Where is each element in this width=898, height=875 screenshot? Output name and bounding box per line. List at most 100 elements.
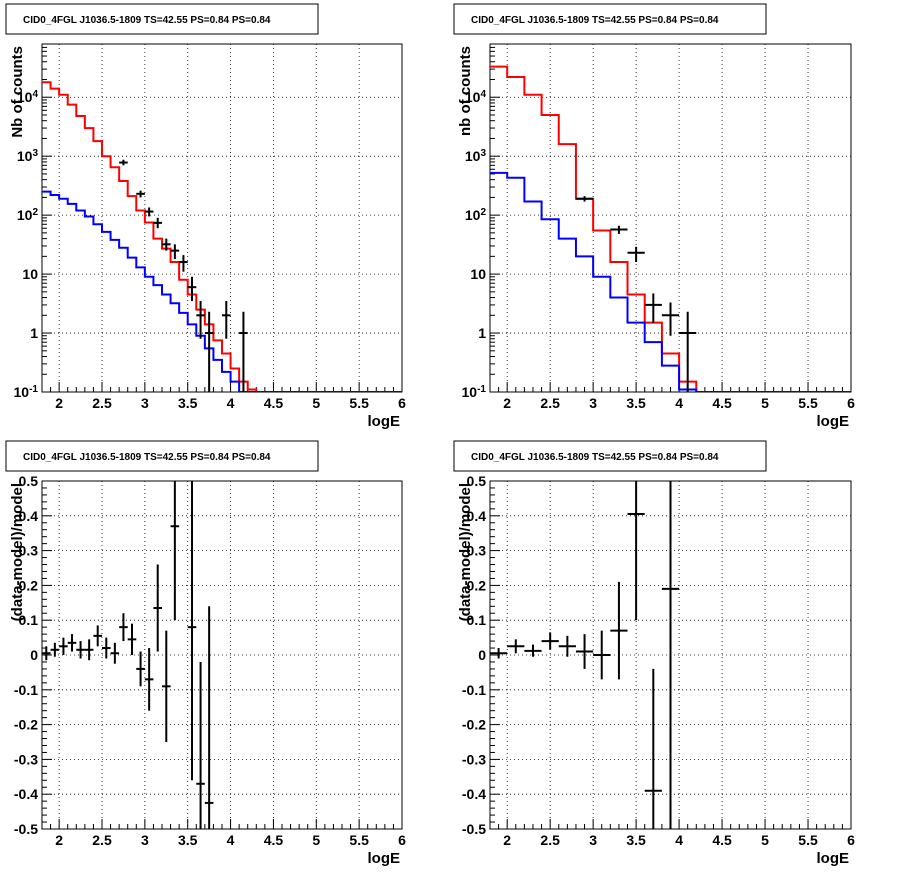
data-point xyxy=(661,302,680,336)
x-axis-label: logE xyxy=(368,850,401,867)
x-tick-label: 5.5 xyxy=(798,395,818,411)
x-tick-label: 5 xyxy=(761,832,769,848)
chart-title: CID0_4FGL J1036.5-1809 TS=42.55 PS=0.84 … xyxy=(23,452,271,463)
y-tick-label: 0.4 xyxy=(19,508,39,524)
x-tick-label: 3 xyxy=(141,832,149,848)
x-tick-label: 5.5 xyxy=(798,832,818,848)
y-tick-label: -0.2 xyxy=(14,717,38,733)
data-point xyxy=(102,637,111,659)
x-tick-label: 3 xyxy=(141,395,149,411)
axis-ticks xyxy=(489,480,852,830)
y-tick-label: 104 xyxy=(465,89,487,106)
chart-title-box xyxy=(453,440,767,472)
y-tick-label: 0.5 xyxy=(19,473,39,489)
data-point xyxy=(661,481,680,829)
data-point xyxy=(84,639,94,661)
x-tick-label: 6 xyxy=(398,395,406,411)
x-tick-label: 2 xyxy=(55,395,63,411)
plot-frame xyxy=(489,43,852,393)
data-point xyxy=(610,225,628,234)
x-tick-label: 5.5 xyxy=(349,395,369,411)
data-point xyxy=(627,481,645,621)
y-tick-label: 10-1 xyxy=(462,384,487,401)
data-points xyxy=(575,196,697,392)
x-tick-label: 2.5 xyxy=(92,395,112,411)
data-point xyxy=(136,190,145,198)
y-axis-label: Nb of counts xyxy=(9,46,26,138)
data-point xyxy=(222,300,231,339)
x-tick-label: 2.5 xyxy=(540,832,560,848)
data-point xyxy=(50,642,60,657)
data-point xyxy=(179,255,188,272)
data-point xyxy=(196,661,205,829)
y-tick-label: -0.1 xyxy=(462,682,486,698)
y-tick-label: -0.3 xyxy=(462,751,486,767)
data-point xyxy=(575,634,594,669)
y-tick-label: -0.5 xyxy=(14,821,38,837)
data-point xyxy=(170,481,180,621)
data-point xyxy=(524,644,542,657)
x-tick-label: 5 xyxy=(761,395,769,411)
data-point xyxy=(76,641,85,659)
data-point xyxy=(119,613,128,642)
y-tick-label: 0.3 xyxy=(19,543,39,559)
y-axis-label: (data-model)/model xyxy=(457,483,474,621)
chart-title: CID0_4FGL J1036.5-1809 TS=42.55 PS=0.84 … xyxy=(23,15,271,26)
x-tick-label: 3 xyxy=(589,395,597,411)
y-tick-label: 1 xyxy=(478,325,486,341)
x-tick-label: 5 xyxy=(312,832,320,848)
y-axis-label: nb of counts xyxy=(457,46,474,136)
x-tick-label: 2.5 xyxy=(540,395,560,411)
data-point xyxy=(42,646,51,661)
x-tick-label: 6 xyxy=(847,832,855,848)
x-tick-label: 2.5 xyxy=(92,832,112,848)
series-line-background-model xyxy=(490,171,851,392)
x-tick-label: 4 xyxy=(227,395,235,411)
y-tick-label: 10 xyxy=(470,266,486,282)
data-point xyxy=(170,244,180,260)
y-tick-label: -0.2 xyxy=(462,717,486,733)
chart-title-box xyxy=(5,440,319,472)
data-point xyxy=(162,630,171,742)
y-tick-label: 103 xyxy=(465,148,487,165)
y-tick-label: -0.4 xyxy=(462,786,486,802)
x-tick-label: 3.5 xyxy=(626,832,646,848)
data-point xyxy=(119,159,128,166)
y-tick-label: 0 xyxy=(30,647,38,663)
data-point xyxy=(644,668,662,829)
y-tick-label: 0.2 xyxy=(19,577,39,593)
axis-ticks xyxy=(41,480,403,830)
data-point xyxy=(610,581,628,680)
x-tick-label: 3.5 xyxy=(178,395,198,411)
grid xyxy=(490,44,852,393)
data-point xyxy=(627,246,645,263)
series-line-total-model xyxy=(490,65,851,392)
data-point xyxy=(575,196,594,202)
y-tick-label: -0.4 xyxy=(14,786,38,802)
y-tick-label: 0.3 xyxy=(467,543,487,559)
data-point xyxy=(679,311,697,392)
chart-title-box xyxy=(5,3,319,35)
x-tick-label: 2 xyxy=(55,832,63,848)
data-point xyxy=(239,311,248,392)
data-point xyxy=(110,642,120,664)
y-tick-label: 103 xyxy=(17,148,39,165)
y-tick-label: 0.1 xyxy=(467,612,487,628)
x-tick-label: 2 xyxy=(503,832,511,848)
data-point xyxy=(144,207,154,217)
data-point xyxy=(187,481,197,781)
x-axis-label: logE xyxy=(817,413,850,430)
data-point xyxy=(558,635,576,657)
data-point xyxy=(507,639,525,654)
data-point xyxy=(127,623,137,655)
x-tick-label: 4.5 xyxy=(712,395,732,411)
y-axis-label: (data-model)/model xyxy=(9,483,26,621)
y-tick-label: 0 xyxy=(478,647,486,663)
y-tick-label: -0.1 xyxy=(14,682,38,698)
data-point xyxy=(144,648,154,711)
x-tick-label: 3.5 xyxy=(178,832,198,848)
y-tick-label: -0.3 xyxy=(14,751,38,767)
data-point xyxy=(541,632,559,650)
series-line-background-model xyxy=(42,190,402,392)
